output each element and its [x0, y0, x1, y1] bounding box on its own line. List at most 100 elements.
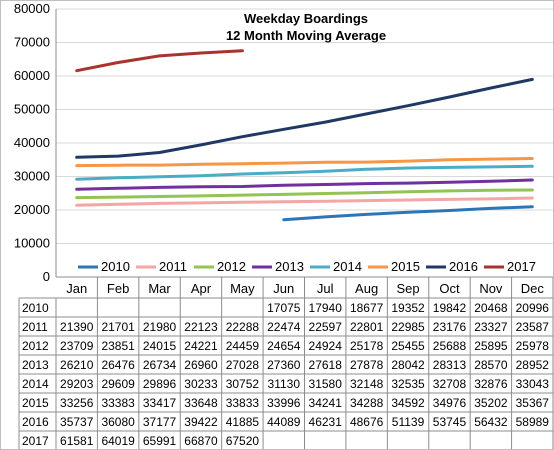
table-cell: 33417: [143, 396, 177, 410]
table-cell: 39422: [184, 415, 218, 429]
table-cell: 25688: [433, 339, 467, 353]
table-cell: 28952: [516, 358, 550, 372]
table-cell: 22801: [350, 320, 384, 334]
series-line-2010: [282, 205, 534, 222]
table-cell: 34592: [391, 396, 425, 410]
x-tick-label: Mar: [148, 281, 171, 296]
data-table: 2010 17075 17940 18677 19352 19842 20468 20996 2…: [18, 277, 553, 449]
table-cell: 21701: [101, 320, 135, 334]
axes: 0 10000 20000 30000 40000 50000 60000 70000 8000…: [14, 1, 553, 296]
table-row-label-2014: 2014: [22, 377, 49, 391]
series-line-2011: [75, 196, 534, 207]
table-row-label-2011: 2011: [22, 320, 48, 334]
table-cell: 33996: [267, 396, 301, 410]
table-cell: 17075: [267, 301, 301, 315]
x-tick-label: Apr: [191, 281, 212, 296]
legend-label-2014: 2014: [333, 259, 362, 274]
y-tick-label: 40000: [14, 135, 50, 150]
table-cell: 48676: [350, 415, 384, 429]
table-cell: 27878: [350, 358, 384, 372]
table-cell: 30233: [184, 377, 218, 391]
table-cell: 20996: [516, 301, 550, 315]
table-cell: 29203: [60, 377, 94, 391]
table-cell: 66870: [184, 434, 218, 448]
table-cell: 34976: [433, 396, 467, 410]
table-cell: 24459: [226, 339, 260, 353]
legend-label-2012: 2012: [217, 259, 246, 274]
table-cell: 46231: [309, 415, 343, 429]
series-lines: [75, 49, 534, 222]
legend-label-2016: 2016: [449, 259, 478, 274]
x-tick-label: Jan: [66, 281, 87, 296]
table-cell: 21980: [143, 320, 177, 334]
table-cell: 26210: [60, 358, 94, 372]
table-cell: 27618: [309, 358, 343, 372]
table-cell: 56432: [474, 415, 508, 429]
chart-title-block: Weekday Boardings 12 Month Moving Averag…: [226, 11, 386, 43]
table-cell: 26476: [101, 358, 135, 372]
table-cell: 61581: [60, 434, 94, 448]
table-cell: 44089: [267, 415, 301, 429]
table-cell: 27028: [226, 358, 260, 372]
y-tick-label: 70000: [14, 35, 50, 50]
table-cell: 27360: [267, 358, 301, 372]
table-cell: 22474: [267, 320, 301, 334]
table-cell: 33043: [516, 377, 550, 391]
table-cell: 32148: [350, 377, 384, 391]
series-line-2017: [75, 49, 244, 73]
table-cell: 58989: [516, 415, 550, 429]
table-cell: 21390: [60, 320, 94, 334]
x-tick-label: May: [230, 281, 255, 296]
table-row-label-2015: 2015: [22, 396, 49, 410]
chart-title: Weekday Boardings: [244, 11, 368, 26]
table-cell: 34288: [350, 396, 384, 410]
table-cell: 31130: [268, 377, 301, 391]
table-cell: 24221: [184, 339, 218, 353]
table-cell: 35202: [474, 396, 508, 410]
legend-label-2015: 2015: [391, 259, 420, 274]
table-cell: 17940: [309, 301, 343, 315]
table-cell: 28570: [474, 358, 508, 372]
table-row-label-2016: 2016: [22, 415, 49, 429]
table-cell: 23587: [516, 320, 550, 334]
table-cell: 33833: [226, 396, 260, 410]
table-cell: 32535: [391, 377, 425, 391]
series-line-2015: [75, 157, 534, 168]
chart-subtitle: 12 Month Moving Average: [226, 28, 386, 43]
table-cell: 64019: [101, 434, 135, 448]
table-cell: 23327: [474, 320, 508, 334]
table-cell: 22985: [391, 320, 425, 334]
y-tick-label: 10000: [14, 236, 50, 251]
x-tick-label: Aug: [355, 281, 378, 296]
table-cell: 32708: [433, 377, 467, 391]
table-cell: 35367: [516, 396, 550, 410]
table-cell: 18677: [350, 301, 384, 315]
series-line-2016: [75, 77, 534, 159]
x-tick-label: Dec: [521, 281, 545, 296]
table-row-label-2017: 2017: [22, 434, 49, 448]
table-cell: 30752: [226, 377, 260, 391]
table-cell: 33256: [60, 396, 94, 410]
x-tick-label: Jun: [273, 281, 294, 296]
table-cell: 25978: [516, 339, 550, 353]
table-cell: 26960: [184, 358, 218, 372]
x-tick-label: Nov: [479, 281, 503, 296]
x-tick-label: Feb: [107, 281, 129, 296]
series-line-2014: [75, 164, 534, 181]
table-cell: 65991: [143, 434, 177, 448]
legend-label-2013: 2013: [275, 259, 304, 274]
series-line-2012: [75, 188, 534, 200]
legend-label-2010: 2010: [101, 259, 130, 274]
table-cell: 26734: [143, 358, 177, 372]
y-tick-label: 0: [43, 269, 50, 284]
table-cell: 25455: [391, 339, 425, 353]
y-tick-label: 60000: [14, 68, 50, 83]
table-row-label-2012: 2012: [22, 339, 49, 353]
table-cell: 24924: [309, 339, 343, 353]
table-cell: 25178: [350, 339, 384, 353]
table-cell: 33383: [101, 396, 135, 410]
legend-label-2017: 2017: [507, 259, 536, 274]
table-cell: 28042: [391, 358, 425, 372]
